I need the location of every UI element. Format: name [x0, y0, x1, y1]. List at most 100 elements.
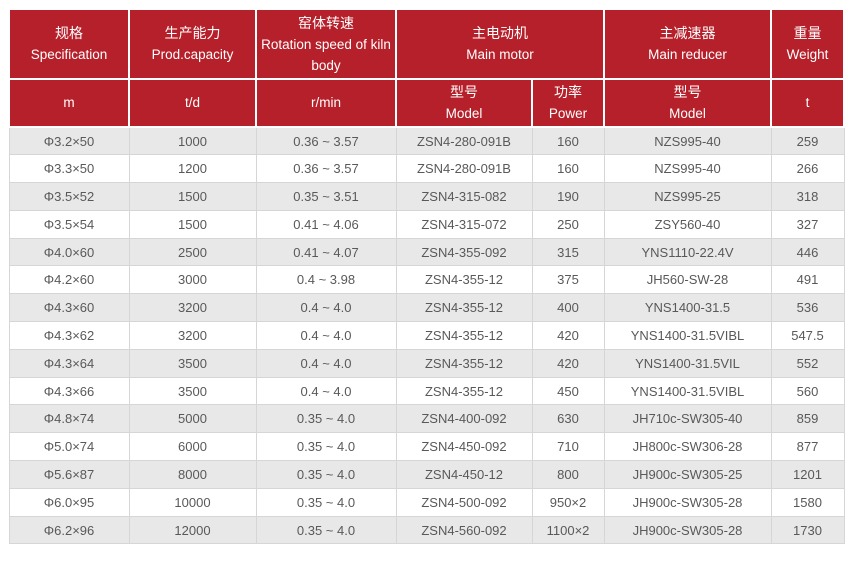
table-cell: Φ5.6×87: [8, 460, 130, 489]
table-cell: 1000: [128, 126, 257, 156]
table-row: Φ4.3×64 3500 0.4 ~ 4.0 ZSN4-355-12 420 YNS140…: [8, 348, 845, 378]
table-cell: 1100×2: [531, 515, 605, 545]
table-row: Φ4.0×60 2500 0.41 ~ 4.07 ZSN4-355-092 315 YNS…: [8, 237, 845, 267]
table-cell: Φ4.3×60: [8, 293, 130, 323]
table-cell: Φ4.2×60: [8, 265, 130, 295]
table-cell: 710: [531, 432, 605, 462]
table-row: Φ3.5×54 1500 0.41 ~ 4.06 ZSN4-315-072 250 ZSY…: [8, 209, 845, 239]
table-cell: 877: [770, 432, 845, 462]
table-cell: Φ3.5×54: [8, 209, 130, 239]
table-row: Φ3.5×52 1500 0.35 ~ 3.51 ZSN4-315-082 190 NZS…: [8, 182, 845, 211]
table-cell: YNS1400-31.5VIBL: [603, 321, 772, 350]
col-header-specification-zh: 规格: [55, 25, 83, 41]
unit-header-capacity: t/d: [128, 78, 257, 128]
header-row-units: m t/d r/min 型号 Model 功率 Power 型号 Model t: [8, 78, 845, 128]
table-cell: 0.35 ~ 3.51: [255, 182, 397, 211]
table-cell: ZSN4-355-12: [395, 265, 533, 295]
table-cell: 190: [531, 182, 605, 211]
table-cell: 0.36 ~ 3.57: [255, 126, 397, 156]
table-cell: 800: [531, 460, 605, 489]
unit-rotation: r/min: [311, 95, 341, 110]
table-cell: ZSN4-500-092: [395, 487, 533, 517]
unit-weight: t: [805, 95, 810, 110]
table-cell: 0.4 ~ 4.0: [255, 348, 397, 378]
table-cell: Φ3.3×50: [8, 154, 130, 184]
table-cell: 3200: [128, 321, 257, 350]
table-cell: 950×2: [531, 487, 605, 517]
subheader-motor-model-zh: 型号: [450, 84, 478, 100]
subheader-reducer-model: 型号 Model: [603, 78, 772, 128]
unit-header-rotation: r/min: [255, 78, 397, 128]
table-cell: 1500: [128, 182, 257, 211]
col-header-rotation-zh: 窑体转速: [298, 14, 354, 31]
table-cell: JH560-SW-28: [603, 265, 772, 295]
table-cell: 5000: [128, 404, 257, 434]
table-cell: 0.35 ~ 4.0: [255, 487, 397, 517]
table-cell: 1730: [770, 515, 845, 545]
subheader-motor-power: 功率 Power: [531, 78, 605, 128]
col-header-reducer-zh: 主减速器: [659, 25, 716, 41]
unit-spec: m: [63, 95, 75, 110]
col-header-capacity: 生产能力 Prod.capacity: [128, 8, 257, 80]
col-header-specification: 规格 Specification: [8, 8, 130, 80]
col-header-reducer-en: Main reducer: [648, 47, 727, 62]
table-cell: ZSN4-280-091B: [395, 126, 533, 156]
table-cell: Φ4.0×60: [8, 237, 130, 267]
table-row: Φ4.3×66 3500 0.4 ~ 4.0 ZSN4-355-12 450 YNS140…: [8, 376, 845, 406]
table-cell: 0.41 ~ 4.06: [255, 209, 397, 239]
table-cell: 450: [531, 376, 605, 406]
table-cell: 12000: [128, 515, 257, 545]
table-row: Φ3.3×50 1200 0.36 ~ 3.57 ZSN4-280-091B 160 NZ…: [8, 154, 845, 184]
table-cell: ZSN4-560-092: [395, 515, 533, 545]
table-cell: Φ3.5×52: [8, 182, 130, 211]
table-row: Φ5.0×74 6000 0.35 ~ 4.0 ZSN4-450-092 710 JH80…: [8, 432, 845, 462]
col-header-capacity-en: Prod.capacity: [151, 47, 234, 62]
table-cell: JH800c-SW306-28: [603, 432, 772, 462]
table-body: Φ3.2×50 1000 0.36 ~ 3.57 ZSN4-280-091B 160 NZ…: [8, 126, 845, 545]
table-cell: NZS995-40: [603, 126, 772, 156]
table-cell: 1201: [770, 460, 845, 489]
table-cell: 259: [770, 126, 845, 156]
subheader-motor-model-en: Model: [445, 106, 483, 121]
table-cell: 0.4 ~ 4.0: [255, 293, 397, 323]
table-cell: 3500: [128, 376, 257, 406]
table-cell: ZSN4-355-12: [395, 293, 533, 323]
col-header-weight-zh: 重量: [793, 25, 822, 41]
table-header: 规格 Specification 生产能力 Prod.capacity 窑体转速…: [8, 8, 845, 128]
col-header-motor-en: Main motor: [466, 47, 534, 62]
table-cell: 266: [770, 154, 845, 184]
subheader-motor-power-en: Power: [548, 106, 588, 121]
table-cell: ZSN4-400-092: [395, 404, 533, 434]
table-row: Φ6.0×95 10000 0.35 ~ 4.0 ZSN4-500-092 950×2 J…: [8, 487, 845, 517]
col-header-rotation-speed: 窑体转速 Rotation speed of kiln body: [255, 8, 397, 80]
table-cell: Φ4.3×66: [8, 376, 130, 406]
table-cell: 375: [531, 265, 605, 295]
table-cell: ZSN4-355-12: [395, 348, 533, 378]
col-header-capacity-zh: 生产能力: [164, 25, 221, 41]
table-cell: 0.35 ~ 4.0: [255, 460, 397, 489]
col-header-motor-zh: 主电动机: [472, 25, 528, 41]
table-cell: 0.35 ~ 4.0: [255, 404, 397, 434]
table-cell: YNS1400-31.5: [603, 293, 772, 323]
col-header-rotation-en: Rotation speed of kiln body: [261, 36, 391, 73]
table-cell: 0.4 ~ 4.0: [255, 376, 397, 406]
table-cell: Φ3.2×50: [8, 126, 130, 156]
header-row-names: 规格 Specification 生产能力 Prod.capacity 窑体转速…: [8, 8, 845, 80]
table-cell: 400: [531, 293, 605, 323]
table-cell: Φ5.0×74: [8, 432, 130, 462]
table-cell: 1500: [128, 209, 257, 239]
table-cell: 0.4 ~ 4.0: [255, 321, 397, 350]
table-cell: NZS995-25: [603, 182, 772, 211]
table-cell: Φ4.3×62: [8, 321, 130, 350]
table-row: Φ4.2×60 3000 0.4 ~ 3.98 ZSN4-355-12 375 JH560…: [8, 265, 845, 295]
table-cell: Φ4.8×74: [8, 404, 130, 434]
table-row: Φ6.2×96 12000 0.35 ~ 4.0 ZSN4-560-092 1100×2…: [8, 515, 845, 545]
table-row: Φ3.2×50 1000 0.36 ~ 3.57 ZSN4-280-091B 160 NZ…: [8, 126, 845, 156]
table-cell: JH900c-SW305-25: [603, 460, 772, 489]
table-cell: 10000: [128, 487, 257, 517]
col-header-weight: 重量 Weight: [770, 8, 845, 80]
table-cell: 8000: [128, 460, 257, 489]
col-header-main-reducer: 主减速器 Main reducer: [603, 8, 772, 80]
table-cell: 560: [770, 376, 845, 406]
table-cell: 420: [531, 321, 605, 350]
